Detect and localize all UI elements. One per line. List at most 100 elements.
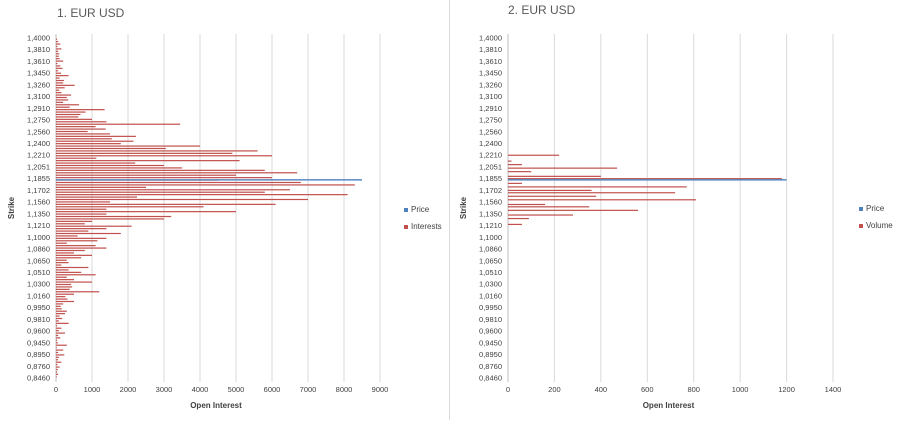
y-tick-label: 1,3810	[27, 45, 50, 54]
y-tick-label: 1,1000	[27, 233, 50, 242]
data-bar	[56, 220, 92, 222]
y-tick-label: 0,8460	[479, 374, 502, 383]
legend-marker-price	[859, 207, 863, 211]
data-bar	[56, 116, 79, 118]
data-bar	[56, 356, 59, 358]
data-bar	[56, 317, 63, 320]
data-bar	[56, 104, 80, 106]
y-tick-label: 0,8760	[27, 362, 50, 371]
data-bar	[56, 262, 69, 264]
data-bar	[56, 342, 58, 344]
price-bar	[56, 179, 362, 181]
data-bar	[56, 279, 74, 281]
data-bar	[56, 235, 78, 237]
y-tick-label: 1,0650	[27, 256, 50, 265]
data-bar	[56, 249, 85, 252]
x-tick-label: 1000	[84, 385, 101, 394]
y-tick-label: 1,0300	[479, 280, 502, 289]
price-bar	[508, 179, 787, 181]
x-tick-label: 9000	[372, 385, 389, 394]
data-bar	[508, 175, 601, 177]
data-bar	[56, 359, 59, 361]
data-bar	[56, 313, 65, 315]
data-bar	[56, 147, 166, 150]
data-bar	[56, 320, 59, 322]
data-bar	[56, 172, 298, 174]
y-tick-label: 0,9450	[27, 338, 50, 347]
data-bar	[56, 366, 60, 368]
chart-panel-1: 1. EUR USD 0 1000 2000 3000 4000 5000 6000 7000…	[0, 0, 449, 420]
data-bar	[56, 186, 146, 188]
data-bar	[56, 242, 67, 244]
y-axis-title: Strike	[459, 196, 468, 219]
data-bar	[56, 152, 233, 154]
data-bar	[56, 77, 60, 79]
data-bar	[56, 89, 60, 91]
y-tick-label: 1,3450	[479, 69, 502, 78]
chart-1: 0 1000 2000 3000 4000 5000 6000 7000 8000 9000 1,4…	[7, 34, 442, 411]
data-bar	[508, 192, 676, 194]
data-bar	[56, 271, 82, 273]
data-bar	[56, 288, 70, 290]
y-tick-label: 1,1350	[479, 209, 502, 218]
y-tick-label: 1,2750	[479, 116, 502, 125]
data-bar	[56, 155, 272, 157]
data-bar	[56, 245, 96, 247]
data-bar	[56, 48, 62, 50]
data-bar	[56, 201, 110, 203]
y-tick-label: 0,8760	[479, 362, 502, 371]
chart-title-1: 1. EUR USD	[57, 6, 125, 20]
x-tick-label: 3000	[156, 385, 173, 394]
y-tick-label: 1,2560	[27, 127, 50, 136]
x-tick-label: 200	[548, 385, 561, 394]
data-bar	[56, 351, 59, 354]
data-bar	[56, 259, 67, 261]
data-bar	[56, 305, 61, 307]
y-tick-label: 1,2910	[27, 104, 50, 113]
data-bar	[56, 126, 96, 128]
data-bar	[508, 189, 592, 192]
data-bar	[56, 94, 72, 96]
data-bar	[56, 143, 121, 145]
y-tick-label: 0,8950	[27, 350, 50, 359]
y-tick-label: 0,9600	[27, 327, 50, 336]
chart-panel-2: 2. EUR USD 0 200 400 600 800 1000 1200 1400 1,40…	[450, 0, 900, 420]
data-bar	[56, 247, 107, 249]
data-bar	[56, 67, 63, 69]
data-bar	[56, 191, 265, 193]
x-tick-label: 800	[687, 385, 700, 394]
x-tick-label: 1200	[778, 385, 795, 394]
y-tick-label: 1,0300	[27, 280, 50, 289]
y-tick-label: 0,9450	[479, 338, 502, 347]
y-tick-label: 1,1210	[479, 221, 502, 230]
data-bar	[56, 160, 240, 162]
data-bar	[508, 195, 597, 197]
y-tick-label: 0,8950	[479, 350, 502, 359]
data-bar	[508, 217, 529, 220]
data-bar	[508, 164, 522, 166]
legend-marker-series	[859, 224, 863, 228]
data-bar	[56, 84, 75, 86]
y-tick-label: 1,3450	[27, 69, 50, 78]
data-bar	[508, 223, 522, 226]
x-tick-label: 6000	[264, 385, 281, 394]
data-bar	[508, 206, 590, 208]
data-bar	[56, 225, 132, 227]
data-bar	[56, 293, 74, 295]
data-bar	[56, 167, 182, 169]
data-bar	[56, 361, 62, 363]
data-bar	[56, 87, 65, 89]
x-tick-label: 0	[506, 385, 510, 394]
data-bar	[56, 50, 59, 52]
data-bar	[56, 218, 164, 220]
y-tick-label: 1,4000	[27, 34, 50, 43]
data-bar	[508, 199, 697, 201]
data-bar	[56, 150, 258, 152]
data-bar	[56, 45, 58, 48]
data-bar	[56, 364, 58, 366]
y-tick-label: 1,0160	[479, 291, 502, 300]
data-bar	[56, 189, 290, 191]
data-bar	[56, 181, 301, 184]
data-bar	[56, 252, 74, 254]
y-tick-label: 1,3610	[479, 57, 502, 66]
